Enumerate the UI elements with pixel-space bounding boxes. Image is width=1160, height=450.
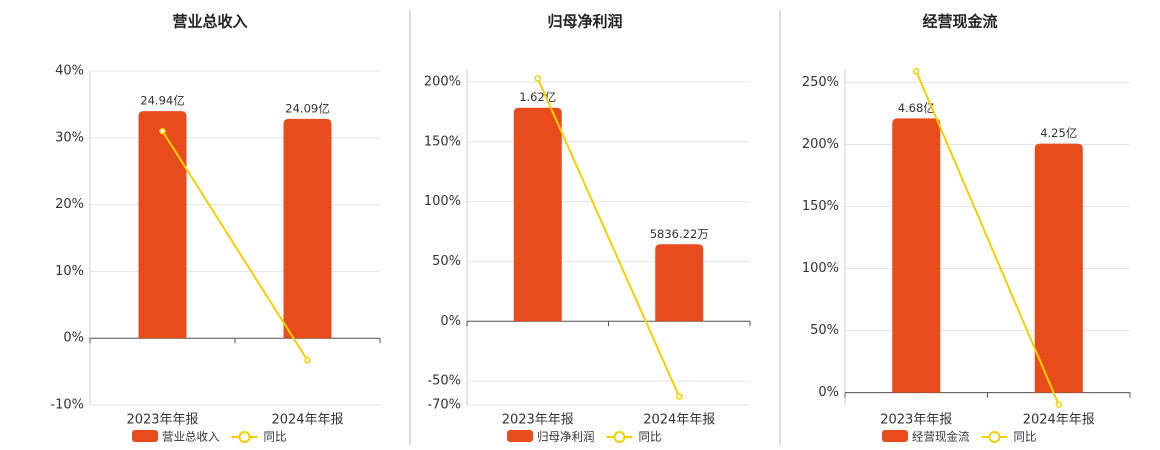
y-tick-label: 200% (802, 137, 839, 152)
legend-label: 同比 (264, 430, 287, 444)
chart-panel: 归母净利润 -70% -50% 0% 50% 100% 150% 200% 2023年年报 202… (424, 13, 751, 444)
bar (655, 244, 704, 322)
y-tick-label: 100% (424, 194, 461, 209)
y-tick-label: -70% (427, 398, 461, 413)
y-tick-label: 0% (440, 314, 461, 329)
y-tick-label: 20% (55, 197, 84, 212)
x-tick-label: 2024年年报 (1023, 413, 1095, 428)
chart-title: 营业总收入 (172, 13, 247, 31)
y-tick-label: 0% (63, 331, 84, 346)
x-tick-label: 2023年年报 (880, 413, 952, 428)
chart-panel: 经营现金流 0% 50% 100% 150% 200% 250% 2023年年报 2024年年报… (802, 13, 1131, 444)
x-tick-label: 2024年年报 (271, 413, 343, 428)
yoy-line (536, 77, 681, 398)
legend-swatch (613, 431, 626, 443)
y-tick-label: 10% (55, 264, 84, 279)
yoy-point (676, 393, 683, 400)
legend-label: 归母净利润 (537, 430, 595, 444)
y-tick-label: -50% (427, 374, 461, 389)
chart-title: 经营现金流 (922, 13, 997, 31)
y-tick-label: 40% (55, 64, 84, 79)
yoy-point (1055, 401, 1062, 408)
legend-label: 营业总收入 (162, 430, 220, 444)
y-tick-label: 50% (432, 254, 461, 269)
data-label: 1.62亿 (519, 90, 556, 104)
data-label: 24.94亿 (140, 94, 184, 108)
y-tick-label: 30% (55, 130, 84, 145)
legend-label: 同比 (639, 430, 662, 444)
yoy-point (159, 127, 166, 135)
y-tick-label: 150% (424, 134, 461, 149)
x-tick-label: 2023年年报 (502, 413, 574, 428)
bar (283, 118, 332, 339)
legend-swatch (132, 430, 158, 442)
legend-label: 经营现金流 (912, 430, 970, 444)
y-tick-label: 150% (802, 199, 839, 214)
y-tick-label: -10% (50, 398, 84, 413)
data-label: 4.25亿 (1040, 126, 1077, 140)
data-label: 4.68亿 (898, 101, 935, 115)
bar (892, 118, 941, 393)
bar (513, 107, 562, 322)
y-tick-label: 100% (802, 261, 839, 276)
x-tick-label: 2023年年报 (126, 413, 198, 428)
legend-swatch (988, 431, 1001, 443)
bar (138, 111, 187, 339)
x-tick-label: 2024年年报 (643, 413, 715, 428)
yoy-line (915, 70, 1060, 406)
data-label: 5836.22万 (650, 227, 709, 241)
yoy-line (161, 130, 309, 361)
bar (1034, 143, 1083, 393)
y-tick-label: 0% (818, 385, 839, 400)
y-tick-label: 200% (424, 74, 461, 89)
legend-label: 同比 (1014, 430, 1037, 444)
yoy-point (304, 356, 311, 364)
y-tick-label: 50% (810, 323, 839, 338)
legend-swatch (238, 431, 251, 443)
chart-panel: 营业总收入 -10% 0% 10% 20% 30% 40% 2023年年报 2024年年报 24.… (50, 13, 381, 444)
yoy-point (534, 75, 541, 82)
chart-title: 归母净利润 (547, 13, 622, 31)
y-tick-label: 250% (802, 75, 839, 90)
legend-swatch (882, 430, 908, 442)
data-label: 24.09亿 (285, 101, 329, 115)
yoy-point (913, 67, 920, 75)
legend-swatch (507, 430, 533, 442)
